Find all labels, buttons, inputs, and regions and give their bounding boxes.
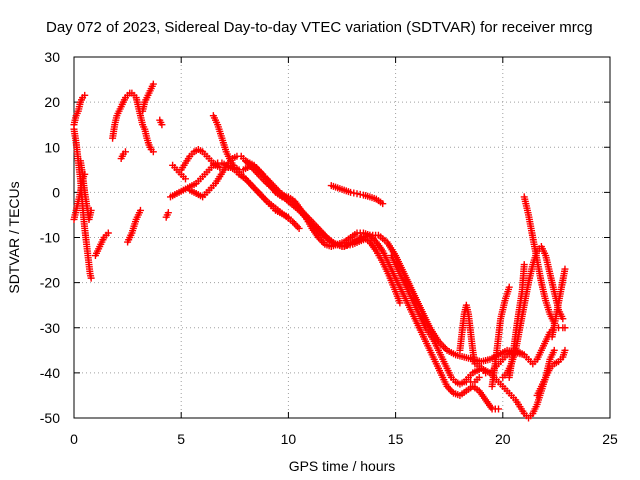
series-track-14	[177, 146, 292, 221]
x-axis-label: GPS time / hours	[289, 458, 396, 474]
data-point	[136, 206, 144, 214]
series-track-07	[139, 80, 157, 115]
y-axis-label: SDTVAR / TECUs	[6, 181, 22, 293]
data-point	[164, 209, 172, 217]
data-point	[158, 121, 166, 129]
series-track-20	[387, 252, 558, 422]
y-tick-label: -50	[40, 410, 60, 426]
data-point	[550, 346, 558, 354]
series-track-26	[505, 261, 528, 381]
series-track-04	[76, 157, 95, 223]
y-tick-label: -20	[40, 275, 60, 291]
data-point	[559, 315, 567, 323]
chart-title: Day 072 of 2023, Sidereal Day-to-day VTE…	[46, 19, 593, 36]
series-track-23	[488, 283, 513, 390]
data-point	[149, 148, 157, 156]
series-track-06	[109, 89, 157, 156]
x-tick-label: 20	[495, 431, 511, 447]
series-track-11	[162, 209, 172, 221]
data-point	[245, 178, 253, 186]
y-tick-labels: -50 -40 -30 -20 -10 0 10 20 30	[40, 49, 60, 426]
data-point	[81, 91, 89, 99]
x-tick-label: 0	[70, 431, 78, 447]
series-track-19	[359, 234, 404, 307]
data-point	[294, 223, 302, 231]
x-tick-label: 5	[177, 431, 185, 447]
y-tick-label: 20	[44, 94, 60, 110]
series-track-18	[327, 182, 387, 208]
series-track-01	[70, 91, 89, 129]
data-point	[295, 224, 303, 232]
data-point	[561, 346, 569, 354]
data-point	[87, 274, 95, 282]
y-tick-label: -40	[40, 365, 60, 381]
series-track-17	[242, 157, 503, 413]
y-tick-label: 0	[52, 184, 60, 200]
y-tick-label: 30	[44, 49, 60, 65]
x-tick-label: 10	[281, 431, 297, 447]
data-point	[505, 283, 513, 291]
data-point	[475, 373, 483, 381]
data-point	[181, 175, 189, 183]
data-point	[379, 200, 387, 208]
series-track-27	[520, 193, 558, 327]
y-tick-label: -10	[40, 230, 60, 246]
data-point	[149, 80, 157, 88]
data-point	[446, 386, 454, 394]
series-track-28	[533, 346, 569, 399]
axis-ticks	[73, 56, 611, 419]
data-point	[561, 324, 569, 332]
data-point	[251, 185, 259, 193]
data-point	[520, 261, 528, 269]
x-tick-label: 15	[388, 431, 404, 447]
series-track-09	[124, 206, 144, 246]
data-point	[104, 229, 112, 237]
series-track-10	[156, 116, 166, 129]
series-track-22	[462, 373, 483, 386]
data-point	[495, 405, 503, 413]
series-track-24	[473, 324, 569, 377]
series-track-29	[548, 265, 569, 341]
series-track-08	[117, 148, 129, 163]
data-point	[121, 148, 129, 156]
x-tick-label: 25	[602, 431, 618, 447]
series-track-05	[91, 229, 112, 260]
data-point	[87, 206, 95, 214]
data-point	[284, 213, 292, 221]
y-tick-label: 10	[44, 139, 60, 155]
data-point	[561, 265, 569, 273]
data-point	[290, 219, 298, 227]
data-points	[70, 80, 569, 422]
data-point	[396, 299, 404, 307]
data-point	[292, 221, 300, 229]
y-tick-label: -30	[40, 320, 60, 336]
x-tick-labels: 0 5 10 15 20 25	[70, 431, 618, 447]
